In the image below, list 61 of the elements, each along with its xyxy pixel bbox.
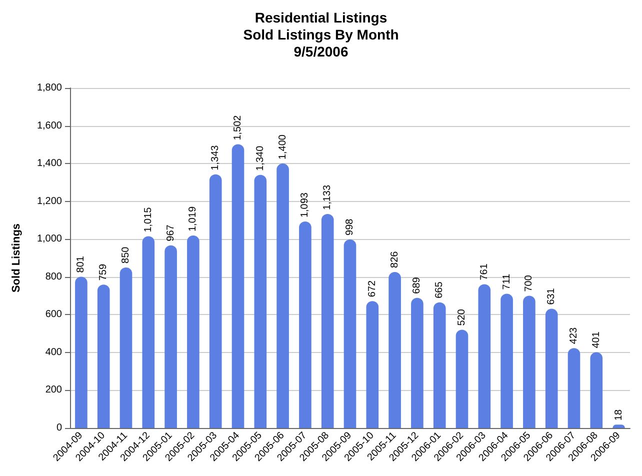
y-tick-label: 600 xyxy=(45,309,62,320)
bar xyxy=(590,352,603,428)
data-label: 759 xyxy=(98,264,110,281)
bar xyxy=(500,294,513,428)
bar xyxy=(232,144,244,428)
data-label: 801 xyxy=(76,256,87,273)
bar xyxy=(120,267,132,428)
bar xyxy=(411,298,424,428)
bar xyxy=(299,222,312,428)
y-tick-label: 1,000 xyxy=(36,234,62,245)
y-tick-label: 0 xyxy=(56,422,62,434)
bar xyxy=(568,348,580,428)
data-label: 711 xyxy=(501,273,512,290)
data-label: 665 xyxy=(434,281,446,298)
data-label: 1,502 xyxy=(232,114,244,140)
bar xyxy=(164,245,177,428)
data-label: 1,015 xyxy=(142,206,154,232)
bar xyxy=(254,174,267,428)
y-tick-label: 1,600 xyxy=(36,120,62,132)
bar xyxy=(366,301,379,428)
data-label: 689 xyxy=(412,276,423,294)
y-tick-label: 200 xyxy=(45,384,62,396)
bar xyxy=(456,330,468,428)
data-label: 631 xyxy=(546,288,558,305)
data-label: 1,019 xyxy=(188,206,199,232)
y-tick-label: 1,800 xyxy=(36,82,62,94)
bar xyxy=(187,236,200,428)
bar xyxy=(433,302,446,428)
bar xyxy=(344,239,356,428)
bar xyxy=(388,272,401,428)
data-label: 967 xyxy=(165,224,176,242)
data-label: 1,093 xyxy=(300,192,311,218)
bar xyxy=(209,174,222,428)
bar xyxy=(478,284,491,428)
data-label: 423 xyxy=(568,326,580,344)
data-label: 998 xyxy=(344,218,356,236)
data-label: 672 xyxy=(366,280,378,298)
data-label: 18 xyxy=(613,409,624,421)
data-label: 401 xyxy=(590,331,602,348)
bar xyxy=(142,236,155,428)
bar xyxy=(545,308,558,428)
data-label: 1,343 xyxy=(210,144,222,170)
bar xyxy=(75,276,88,428)
y-axis-title: Sold Listings xyxy=(10,223,22,293)
y-tick-label: 400 xyxy=(45,346,62,358)
bar xyxy=(276,164,289,428)
chart-title: Residential Listings Sold Listings By Month 9/5/2006 xyxy=(243,10,399,60)
data-label: 1,133 xyxy=(322,184,334,210)
data-label: 761 xyxy=(478,263,490,280)
data-label: 826 xyxy=(389,250,400,268)
bar xyxy=(321,214,334,428)
y-tick-label: 1,200 xyxy=(36,196,62,207)
bar xyxy=(523,296,536,428)
data-label: 520 xyxy=(456,308,468,326)
bar xyxy=(97,284,110,428)
data-label: 1,340 xyxy=(254,145,266,171)
data-label: 1,400 xyxy=(277,134,288,160)
data-label: 850 xyxy=(120,246,132,264)
y-tick-label: 800 xyxy=(45,271,62,282)
data-label: 700 xyxy=(524,274,535,292)
y-tick-label: 1,400 xyxy=(36,158,62,170)
